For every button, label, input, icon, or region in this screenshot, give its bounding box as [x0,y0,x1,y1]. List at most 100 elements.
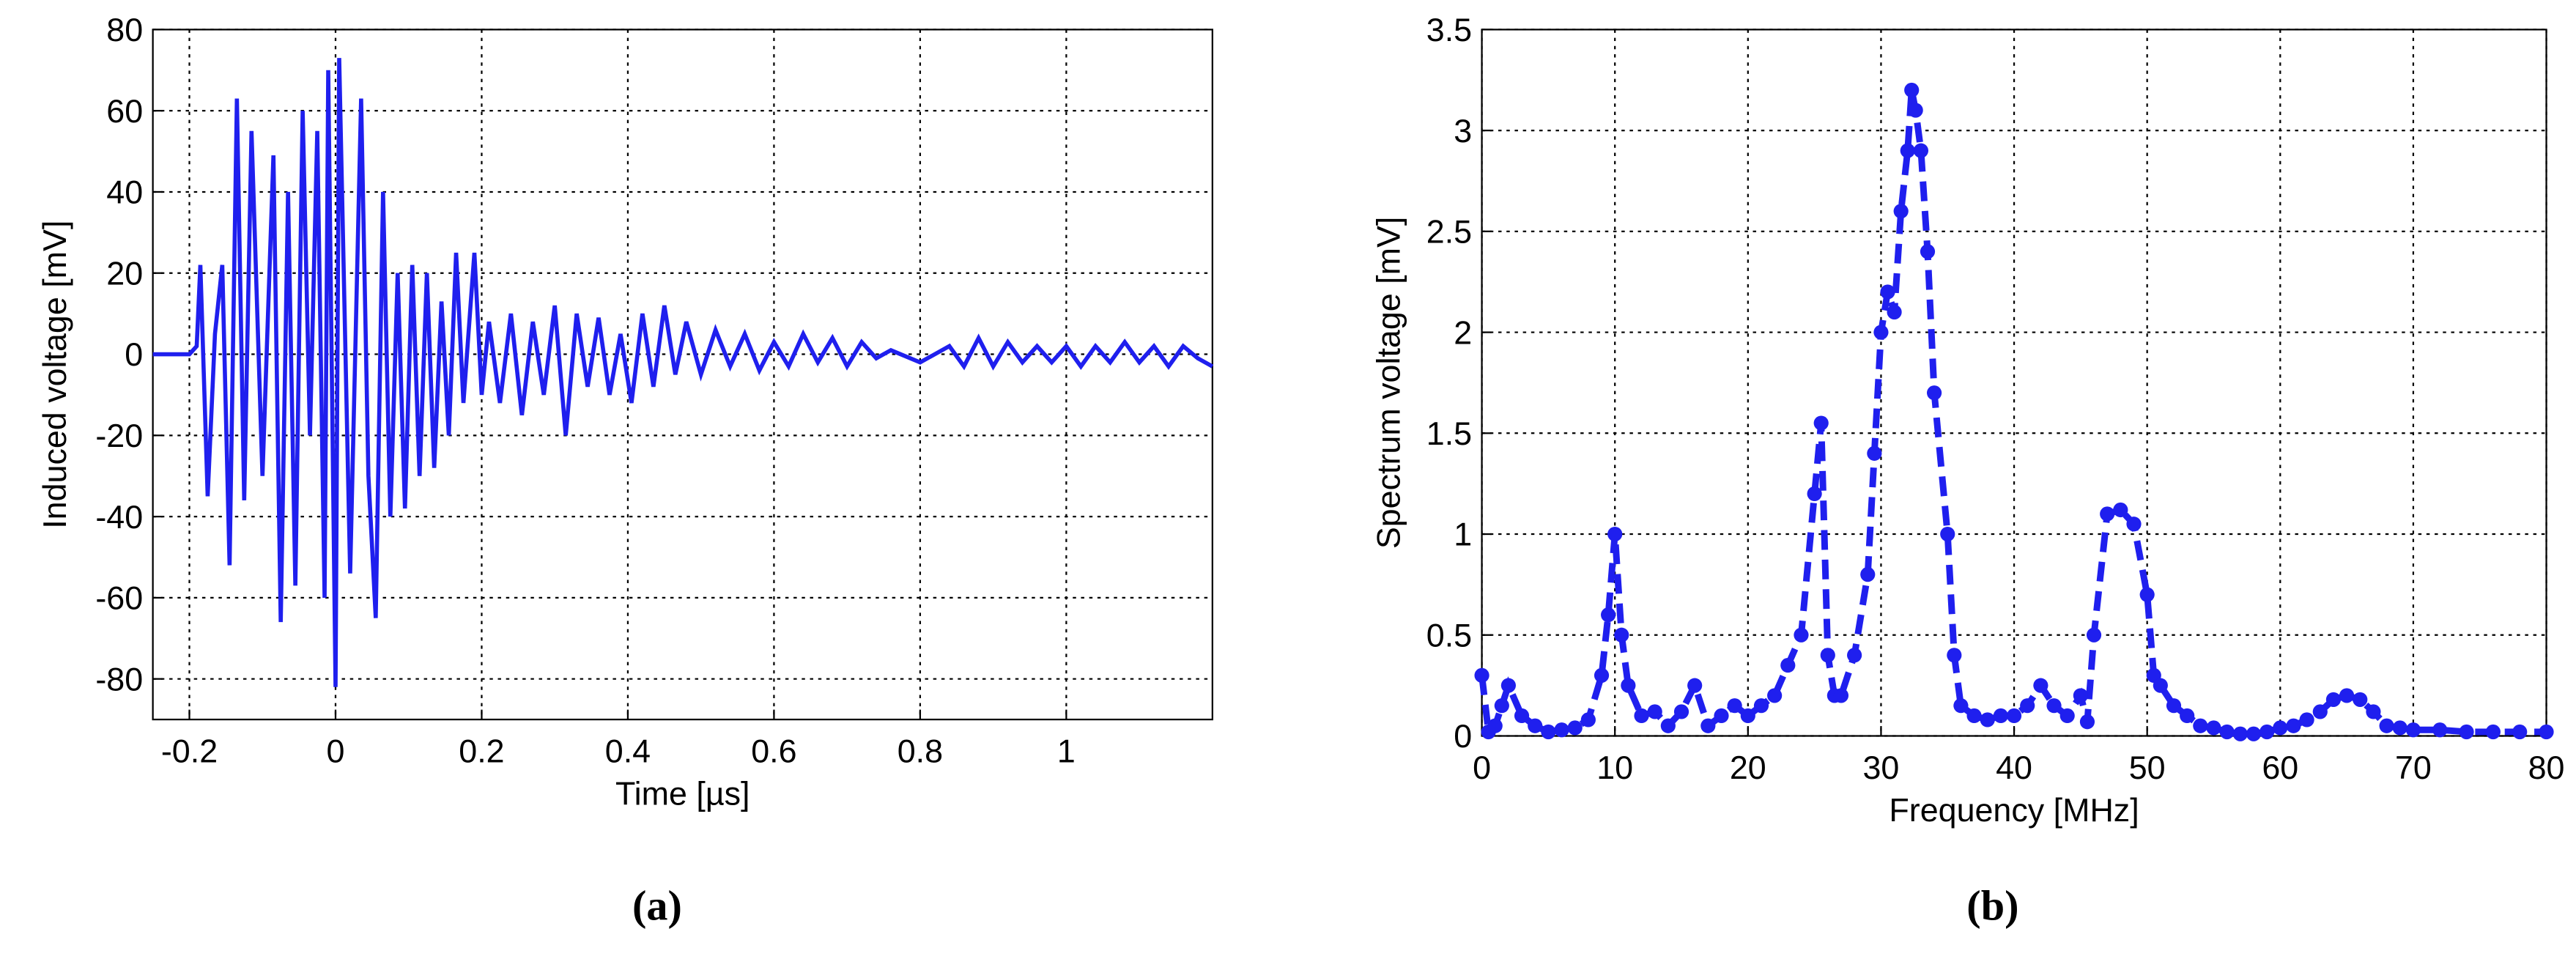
data-point [1601,607,1616,623]
x-tick-label: 40 [1996,749,2032,786]
y-tick-label: 60 [106,92,143,130]
caption: (b) [1966,882,2018,930]
data-point [1993,708,2008,724]
data-point [2353,692,2368,708]
data-point [1714,708,1729,724]
x-tick-label: 50 [2129,749,2166,786]
data-point [2206,720,2221,736]
data-point [1567,720,1583,736]
x-axis-label: Frequency [MHz] [1889,791,2139,829]
y-tick-label: 20 [106,254,143,292]
plot-frame [152,29,1213,721]
data-point [2020,698,2035,714]
data-point [2405,722,2421,738]
data-point [1813,415,1829,431]
x-axis-label: Time [µs] [615,775,750,812]
y-tick-label: 80 [106,11,143,48]
data-point [2100,506,2115,522]
y-tick-label: 3.5 [1426,11,1472,48]
data-point [1528,718,1543,733]
data-point [1494,698,1509,714]
data-point [1614,627,1629,643]
y-tick-label: 1 [1454,516,1472,553]
data-point [1847,648,1862,663]
data-point [1820,648,1835,663]
data-point [1673,704,1689,719]
data-point [2299,712,2314,727]
x-tick-label: 1 [1057,732,1076,769]
data-point [1780,658,1796,673]
data-point [2006,708,2022,724]
data-point [2286,718,2301,733]
data-point [2180,708,2195,724]
data-point [2379,718,2394,733]
data-point [1966,708,1982,724]
data-point [2512,724,2528,740]
data-point [2113,502,2128,518]
data-point [2392,720,2407,736]
data-point [2139,587,2155,602]
data-point [1767,688,1783,703]
y-tick-label: 2 [1454,314,1472,351]
data-point [2086,627,2102,643]
y-tick-label: -80 [95,660,143,697]
data-point [2126,516,2142,532]
data-point [2459,724,2474,740]
data-point [1740,708,1755,724]
data-point [1807,486,1822,502]
data-point [2193,718,2208,733]
x-tick-label: -0.2 [161,732,218,769]
data-point [1913,143,1929,158]
x-tick-label: 70 [2395,749,2432,786]
data-point [1980,712,1995,727]
data-point [1873,325,1889,340]
data-point [2046,698,2062,714]
data-point [1474,667,1489,683]
y-tick-label: 1.5 [1426,415,1472,452]
data-point [2432,722,2448,738]
x-tick-label: 60 [2262,749,2298,786]
data-point [2219,724,2235,740]
data-point [2325,692,2342,708]
x-tick-label: 0.4 [605,732,651,769]
data-point [1900,143,1915,158]
x-tick-label: 0.8 [897,732,943,769]
y-tick-label: 2.5 [1426,213,1472,251]
data-point [2312,704,2328,719]
data-point [1594,667,1610,683]
x-tick-label: 0 [327,732,345,769]
data-point [1660,718,1676,733]
x-tick-label: 0.2 [459,732,504,769]
data-point [1860,567,1876,582]
data-point [1554,722,1569,738]
data-point [1700,718,1716,733]
data-point [1607,526,1623,542]
y-tick-label: -40 [95,498,143,536]
data-point [1794,627,1809,643]
data-point [2153,678,2168,693]
data-point [2273,720,2288,736]
y-tick-label: 0 [1454,717,1472,755]
data-point [1947,648,1962,663]
y-tick-label: 40 [106,174,143,211]
data-point [1940,526,1955,542]
data-point [2246,726,2262,741]
data-point [1500,678,1516,693]
y-axis-label: Induced voltage [mV] [36,221,73,529]
data-point [2166,698,2182,714]
data-point [2259,724,2275,740]
data-point [1893,204,1909,219]
data-point [1580,712,1596,727]
x-tick-label: 80 [2528,749,2565,786]
caption: (a) [632,882,682,930]
data-point [2366,704,2381,719]
x-tick-label: 30 [1862,749,1899,786]
y-tick-label: 3 [1454,112,1472,149]
data-point [1687,678,1703,693]
data-point [1920,244,1936,259]
data-point [1887,304,1902,320]
data-point [2073,688,2088,703]
data-point [1634,708,1649,724]
